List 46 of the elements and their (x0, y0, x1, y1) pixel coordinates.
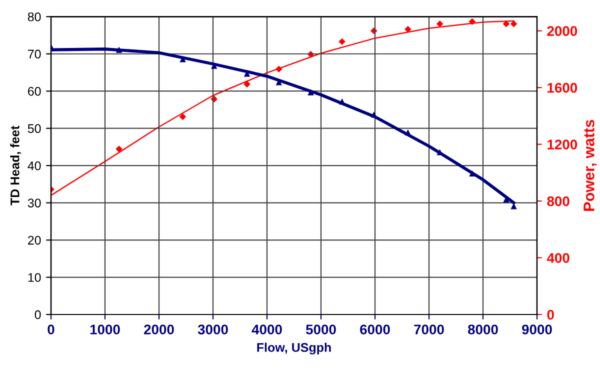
point (338, 98, 346, 105)
y2-tick-label: 0 (547, 310, 554, 320)
x-tick-label: 0 (48, 324, 54, 334)
x-tick-label: 5000 (306, 324, 336, 334)
y-tick-label: 80 (28, 12, 41, 22)
x-tick-label: 6000 (360, 324, 390, 334)
point (116, 146, 122, 152)
point (468, 18, 476, 26)
point (308, 89, 314, 96)
y2-tick-label: 1200 (548, 140, 578, 150)
x-tick-label: 1000 (90, 324, 120, 334)
y-axis-title: TD Head, feet (10, 126, 22, 206)
point (116, 46, 122, 53)
point (179, 113, 186, 120)
y-tick-label: 60 (28, 86, 41, 96)
y-tick-label: 20 (28, 236, 41, 245)
y2-tick-label: 800 (547, 196, 570, 206)
x-axis-title: Flow, USgph (257, 342, 331, 354)
point (180, 56, 186, 62)
point (210, 62, 218, 69)
point (404, 129, 412, 136)
point (338, 38, 346, 46)
y-tick-label: 40 (28, 161, 41, 170)
point (370, 111, 378, 118)
x-tick-label: 2000 (144, 324, 174, 334)
point (502, 20, 510, 28)
x-tick-label: 4000 (252, 324, 282, 334)
y2-tick-label: 1600 (548, 82, 578, 93)
point (436, 20, 444, 28)
y2-tick-label: 2000 (547, 26, 578, 36)
point (404, 26, 412, 33)
y-tick-label: 50 (28, 124, 41, 133)
y2-axis-title: Power, watts (584, 120, 597, 211)
point (469, 170, 476, 176)
x-tick-label: 9000 (522, 324, 552, 334)
y2-tick-label: 400 (546, 253, 570, 263)
x-tick-label: 3000 (198, 324, 228, 334)
point (275, 66, 282, 73)
y-tick-label: 70 (28, 50, 41, 59)
x-tick-label: 7000 (414, 324, 444, 334)
point (510, 20, 518, 28)
y-tick-label: 30 (28, 198, 41, 208)
y-tick-label: 10 (28, 273, 41, 282)
y-tick-label: 0 (34, 310, 41, 320)
point (244, 80, 250, 88)
x-tick-label: 8000 (468, 324, 498, 334)
